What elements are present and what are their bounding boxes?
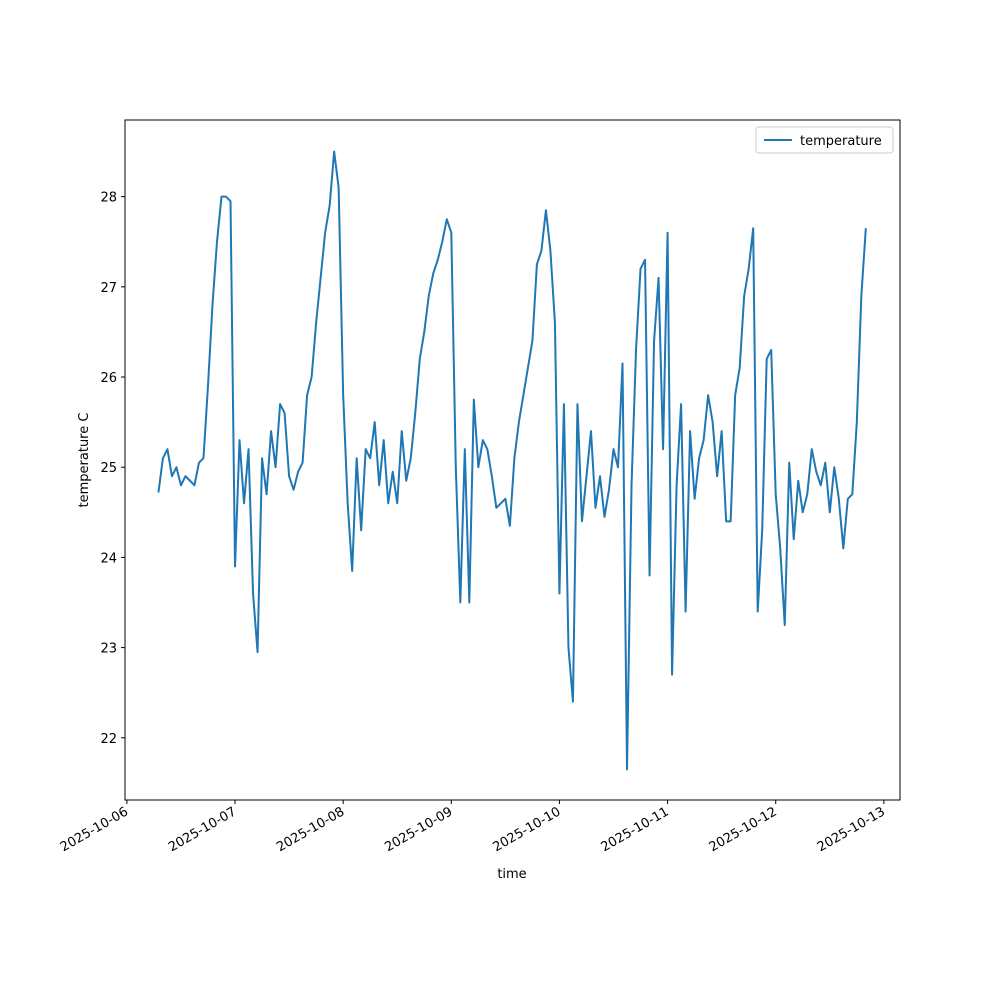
legend-box <box>755 126 894 154</box>
plot-frame <box>124 119 901 801</box>
y-tick-label: 25 <box>100 461 117 476</box>
legend-label: temperature <box>800 134 882 149</box>
y-tick-label: 26 <box>100 371 117 386</box>
y-tick-label: 28 <box>100 191 117 206</box>
y-tick-label: 22 <box>100 732 117 747</box>
y-tick-label: 27 <box>100 281 117 296</box>
y-tick-label: 24 <box>100 551 117 566</box>
y-tick-label: 23 <box>100 642 117 657</box>
x-axis-label: time <box>497 867 526 882</box>
line <box>157 150 867 771</box>
y-axis-label: temperature C <box>77 413 92 508</box>
